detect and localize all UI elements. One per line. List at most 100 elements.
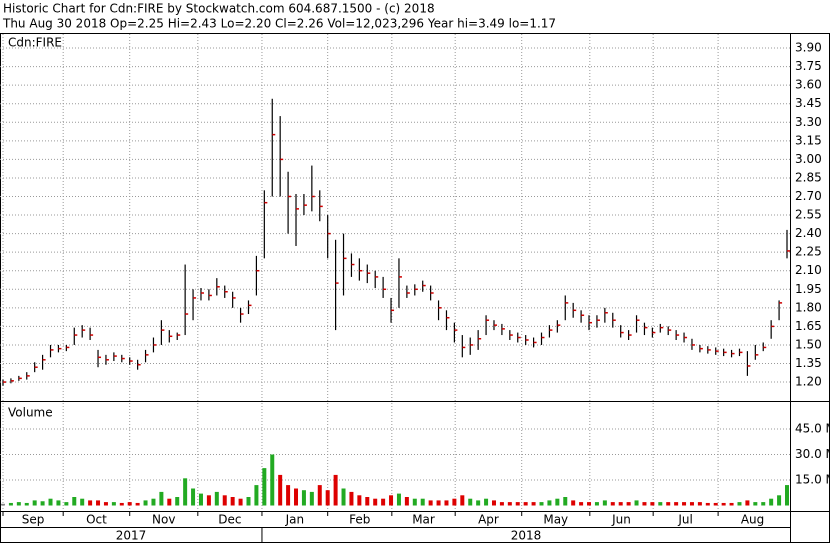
volume-bar: [254, 485, 259, 506]
volume-bar: [610, 502, 615, 506]
year-label: 2017: [116, 529, 147, 543]
y-tick-label: 1.65: [795, 319, 822, 333]
x-tick-label: Nov: [152, 513, 175, 527]
volume-bar: [119, 502, 124, 506]
volume-bar: [80, 498, 85, 506]
volume-bar: [88, 500, 93, 506]
volume-bar: [325, 490, 330, 506]
volume-bar: [476, 500, 481, 506]
volume-bar: [491, 500, 496, 506]
volume-bar: [357, 495, 362, 506]
y-tick-label: 2.25: [795, 245, 822, 259]
y-tick-label: 3.75: [795, 59, 822, 73]
x-tick-label: Dec: [218, 513, 241, 527]
volume-bar: [555, 498, 560, 506]
volume-bar: [658, 502, 663, 506]
volume-bar: [96, 500, 101, 506]
volume-bar: [72, 497, 77, 506]
volume-bar: [444, 500, 449, 506]
volume-bar: [745, 500, 750, 506]
x-tick-label: Jan: [285, 513, 305, 527]
volume-bar: [682, 502, 687, 506]
x-tick-label: Jun: [611, 513, 631, 527]
volume-bar: [32, 500, 37, 506]
volume-bar: [198, 493, 203, 506]
y-tick-label: 2.40: [795, 226, 822, 240]
volume-bar: [579, 502, 584, 506]
volume-bar: [666, 502, 671, 506]
volume-bar: [697, 502, 702, 506]
y2-tick-label: 15.0 M: [795, 473, 830, 487]
volume-bar: [262, 468, 267, 506]
volume-bar: [389, 495, 394, 506]
volume-bar: [460, 495, 465, 506]
volume-bar: [309, 491, 314, 506]
volume-bar: [436, 500, 441, 506]
volume-bar: [531, 502, 536, 506]
x-tick-label: Sep: [22, 513, 45, 527]
y-tick-label: 1.50: [795, 337, 822, 351]
x-tick-label: Feb: [349, 513, 370, 527]
volume-bar: [24, 502, 29, 506]
volume-bar: [468, 498, 473, 506]
volume-bar: [428, 500, 433, 506]
volume-bar: [16, 502, 21, 506]
y-tick-label: 3.00: [795, 152, 822, 166]
volume-bar: [539, 502, 544, 506]
volume-bar: [761, 502, 766, 506]
volume-bar: [278, 474, 283, 506]
volume-bar: [40, 501, 45, 506]
y-tick-label: 2.70: [795, 189, 822, 203]
volume-bar: [238, 498, 243, 506]
volume-bar: [729, 502, 734, 506]
volume-bar: [563, 497, 568, 506]
y-tick-label: 3.15: [795, 133, 822, 147]
volume-bar: [650, 502, 655, 506]
volume-bar: [626, 502, 631, 506]
volume-bar: [270, 454, 275, 506]
y-tick-label: 3.90: [795, 41, 822, 55]
volume-bar: [642, 502, 647, 506]
volume-bar: [507, 502, 512, 506]
volume-bar: [721, 502, 726, 506]
volume-bar: [452, 498, 457, 506]
symbol-label: Cdn:FIRE: [8, 36, 62, 50]
volume-bar: [547, 500, 552, 506]
volume-bar: [785, 485, 789, 506]
volume-bar: [365, 497, 370, 506]
volume-bar: [420, 498, 425, 506]
volume-bar: [587, 502, 592, 506]
y-tick-label: 3.30: [795, 115, 822, 129]
y-tick-label: 1.20: [795, 375, 822, 389]
volume-bar: [151, 498, 156, 506]
volume-bar: [373, 498, 378, 506]
volume-bar: [103, 502, 108, 506]
volume-bar: [737, 502, 742, 506]
volume-bar: [341, 488, 346, 506]
y-tick-label: 2.55: [795, 208, 822, 222]
volume-bar: [135, 502, 140, 506]
x-tick-label: Jul: [677, 513, 692, 527]
volume-bar: [111, 502, 116, 506]
volume-label: Volume: [8, 406, 53, 420]
y2-tick-label: 30.0 M: [795, 447, 830, 461]
volume-bar: [484, 498, 489, 506]
volume-bar: [634, 500, 639, 506]
x-tick-label: Oct: [86, 513, 107, 527]
x-tick-label: Aug: [741, 513, 764, 527]
volume-bar: [515, 502, 520, 506]
volume-bar: [713, 502, 718, 506]
volume-bar: [286, 485, 291, 506]
volume-bar: [56, 500, 61, 506]
volume-bar: [206, 495, 211, 506]
volume-bar: [230, 497, 235, 506]
volume-bar: [333, 474, 338, 506]
volume-bar: [1, 503, 5, 506]
y-tick-label: 1.35: [795, 356, 822, 370]
volume-bar: [769, 498, 774, 506]
volume-bar: [412, 498, 417, 506]
volume-bar: [618, 502, 623, 506]
volume-bar: [64, 502, 69, 506]
